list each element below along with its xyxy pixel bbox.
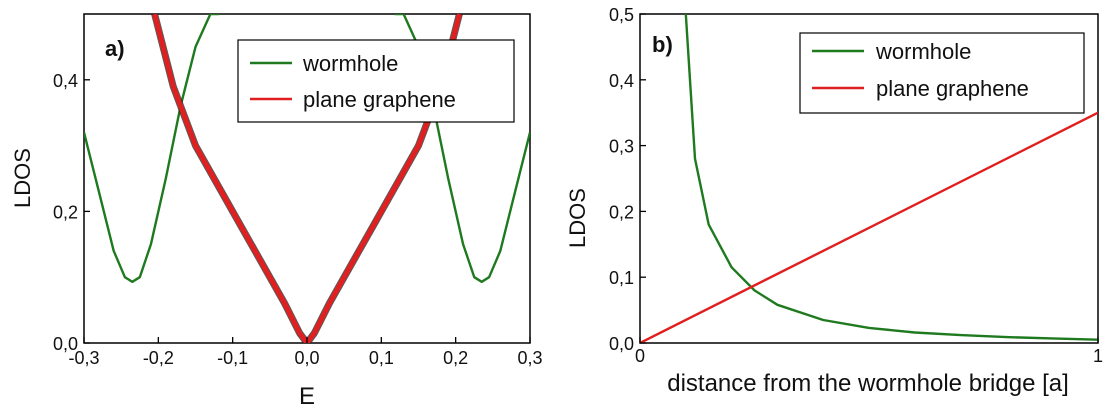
y-axis-label-a: LDOS: [10, 148, 35, 208]
legend-label-plane-graphene-a: plane graphene: [303, 87, 456, 112]
panel-label-a: a): [105, 36, 125, 61]
y-tick-label-b: 0,4: [609, 71, 634, 91]
series-layer-b: [640, 14, 1098, 343]
series-line-plane-graphene-b: [640, 111, 1098, 343]
series-line-plane-graphene-a: [152, 14, 462, 343]
legend-label-wormhole-b: wormhole: [875, 39, 971, 64]
y-tick-label-b: 0,3: [609, 137, 634, 157]
x-axis-label-b: distance from the wormhole bridge [a]: [667, 370, 1069, 397]
series-line-wormhole-a-left: [84, 14, 220, 283]
x-tick-label-b: 1: [1093, 346, 1103, 366]
x-tick-label-a: 0,2: [443, 348, 468, 368]
x-tick-label-a: -0,2: [143, 348, 174, 368]
legend-box-b: [799, 32, 1085, 114]
y-tick-label-a: 0,4: [53, 71, 78, 91]
series-line-wormhole-b: [684, 14, 1098, 341]
x-tick-label-a: -0,3: [68, 348, 99, 368]
panel-b: b) 0,0 0,1 0,2 0,3 0,4 0,5 0 1 distance from th…: [565, 5, 1103, 397]
x-tick-label-a: -0,1: [217, 348, 248, 368]
plot-frame-b: [639, 13, 1099, 344]
x-tick-label-a: 0,0: [294, 348, 319, 368]
legend-b: wormhole plane graphene: [799, 32, 1085, 114]
y-tick-label-a: 0,2: [53, 202, 78, 222]
y-tick-label-b: 0,0: [609, 334, 634, 354]
x-axis-label-a: E: [299, 383, 315, 410]
y-tick-label-a: 0,0: [53, 334, 78, 354]
x-tick-label-b: 0: [635, 346, 645, 366]
legend-label-plane-graphene-b: plane graphene: [876, 76, 1029, 101]
y-tick-label-b: 0,5: [609, 5, 634, 25]
y-axis-label-b: LDOS: [565, 188, 590, 248]
x-tick-label-a: 0,1: [369, 348, 394, 368]
panel-label-b: b): [652, 32, 673, 57]
y-tick-label-b: 0,2: [609, 202, 634, 222]
y-tick-label-b: 0,1: [609, 268, 634, 288]
legend-a: wormhole plane graphene: [237, 39, 515, 123]
x-tick-label-a: 0,3: [517, 348, 542, 368]
legend-label-wormhole-a: wormhole: [302, 51, 398, 76]
panel-a: a) 0,0 0,2 0,4 -0,3 -0,2 -0,1 0,0 0,1 0,2 0,3 E L…: [10, 13, 543, 410]
legend-box-a: [237, 39, 515, 123]
